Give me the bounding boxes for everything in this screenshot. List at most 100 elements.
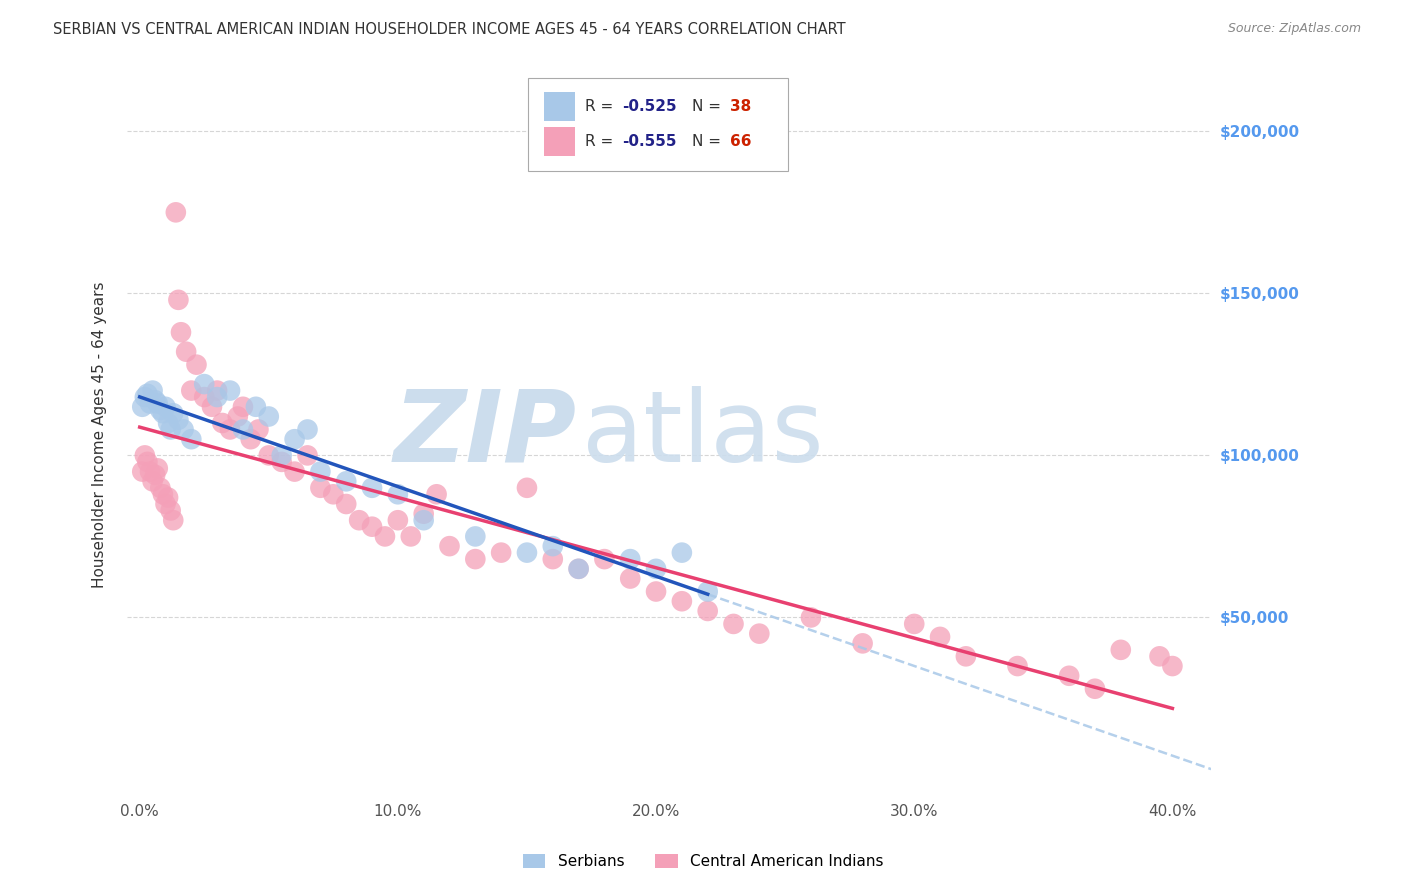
Point xyxy=(399,529,422,543)
Point xyxy=(361,519,384,533)
Text: 66: 66 xyxy=(730,134,751,149)
Text: N =: N = xyxy=(692,99,725,114)
Point xyxy=(748,626,770,640)
Point xyxy=(361,481,384,495)
Point xyxy=(245,400,267,414)
Point xyxy=(232,422,254,436)
Point xyxy=(193,390,215,404)
Point xyxy=(152,487,174,501)
Point xyxy=(387,487,409,501)
Point xyxy=(426,487,449,501)
Point xyxy=(136,455,159,469)
Point xyxy=(270,449,292,463)
Point xyxy=(412,513,434,527)
Point xyxy=(322,487,344,501)
Point xyxy=(136,387,159,401)
Point xyxy=(205,390,228,404)
Point xyxy=(464,552,486,566)
Point xyxy=(149,481,172,495)
Point xyxy=(186,358,208,372)
Point xyxy=(155,400,177,414)
Point xyxy=(165,205,187,219)
Text: R =: R = xyxy=(585,99,619,114)
FancyBboxPatch shape xyxy=(544,93,575,121)
Point xyxy=(297,449,319,463)
Point xyxy=(593,552,616,566)
Point xyxy=(193,377,215,392)
Point xyxy=(146,396,169,410)
Legend: Serbians, Central American Indians: Serbians, Central American Indians xyxy=(516,848,890,875)
Point xyxy=(645,584,668,599)
Point xyxy=(568,562,591,576)
Text: N =: N = xyxy=(692,134,725,149)
Point xyxy=(149,403,172,417)
Point xyxy=(387,513,409,527)
Text: atlas: atlas xyxy=(582,386,824,483)
Point xyxy=(1084,681,1107,696)
Point xyxy=(270,455,292,469)
Point xyxy=(159,422,181,436)
Point xyxy=(309,481,332,495)
Point xyxy=(335,497,357,511)
Text: SERBIAN VS CENTRAL AMERICAN INDIAN HOUSEHOLDER INCOME AGES 45 - 64 YEARS CORRELA: SERBIAN VS CENTRAL AMERICAN INDIAN HOUSE… xyxy=(53,22,846,37)
Point xyxy=(1109,643,1132,657)
Point xyxy=(696,584,718,599)
Point xyxy=(1057,669,1080,683)
Point xyxy=(257,449,280,463)
Point xyxy=(143,393,166,408)
FancyBboxPatch shape xyxy=(529,78,789,170)
Point xyxy=(167,293,190,307)
Point xyxy=(226,409,249,424)
Point xyxy=(568,562,591,576)
Point xyxy=(157,491,180,505)
Text: -0.555: -0.555 xyxy=(623,134,676,149)
Point xyxy=(516,481,538,495)
Point xyxy=(180,384,202,398)
Point xyxy=(671,594,693,608)
Y-axis label: Householder Income Ages 45 - 64 years: Householder Income Ages 45 - 64 years xyxy=(93,281,107,588)
Point xyxy=(134,449,156,463)
Point xyxy=(335,475,357,489)
Point xyxy=(205,384,228,398)
Point xyxy=(167,413,190,427)
Text: R =: R = xyxy=(585,134,619,149)
Text: 38: 38 xyxy=(730,99,751,114)
Point xyxy=(142,384,165,398)
Point xyxy=(180,432,202,446)
Point xyxy=(162,513,184,527)
Point xyxy=(800,610,823,624)
Point xyxy=(439,539,461,553)
Point xyxy=(142,475,165,489)
Point xyxy=(1007,659,1029,673)
Point xyxy=(152,406,174,420)
Point xyxy=(929,630,952,644)
Point xyxy=(170,325,193,339)
Point xyxy=(162,406,184,420)
Point xyxy=(541,539,564,553)
Point xyxy=(173,422,195,436)
Point xyxy=(155,497,177,511)
Point xyxy=(131,400,153,414)
Point xyxy=(211,416,233,430)
Point xyxy=(516,546,538,560)
Point xyxy=(412,507,434,521)
Point xyxy=(297,422,319,436)
Point xyxy=(219,384,242,398)
Point xyxy=(671,546,693,560)
Point xyxy=(374,529,396,543)
Point xyxy=(619,572,641,586)
Point xyxy=(696,604,718,618)
Point xyxy=(645,562,668,576)
Point xyxy=(232,400,254,414)
Point xyxy=(139,465,162,479)
Point xyxy=(1161,659,1184,673)
Point xyxy=(257,409,280,424)
Point xyxy=(219,422,242,436)
Point xyxy=(723,616,745,631)
Point xyxy=(464,529,486,543)
Point xyxy=(619,552,641,566)
Point xyxy=(201,400,224,414)
Point xyxy=(309,465,332,479)
Point xyxy=(139,396,162,410)
Point xyxy=(284,432,307,446)
